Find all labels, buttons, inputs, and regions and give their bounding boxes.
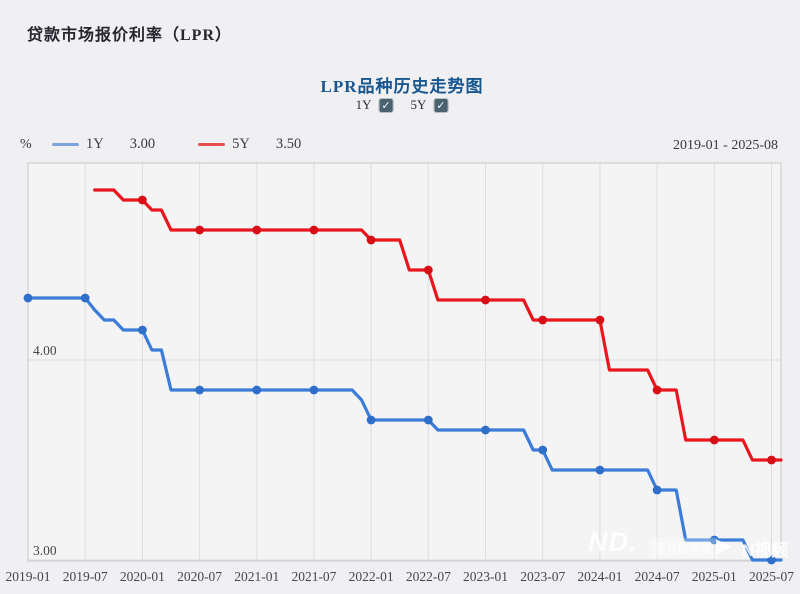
data-point-5y bbox=[709, 435, 719, 445]
data-point-5y bbox=[595, 315, 605, 325]
chart-title: LPR品种历史走势图 bbox=[320, 77, 484, 96]
checkbox-1y[interactable]: ✓ bbox=[378, 97, 394, 113]
series-line-5y bbox=[93, 188, 783, 462]
series-toggles: 1Y ✓ 5Y ✓ bbox=[356, 97, 449, 113]
check-icon: ✓ bbox=[381, 98, 391, 112]
data-point-5y bbox=[309, 225, 319, 235]
data-point-1y bbox=[709, 535, 719, 545]
data-point-1y bbox=[80, 293, 90, 303]
data-point-5y bbox=[481, 295, 490, 305]
data-point-1y bbox=[767, 555, 776, 565]
data-point-1y bbox=[595, 465, 605, 475]
data-point-1y bbox=[481, 425, 490, 435]
data-point-5y bbox=[252, 225, 262, 235]
data-point-5y bbox=[538, 315, 548, 325]
data-point-1y bbox=[309, 385, 319, 395]
legend-swatch-1y bbox=[52, 143, 79, 146]
checkbox-5y-label: 5Y bbox=[410, 97, 427, 112]
data-point-1y bbox=[366, 415, 376, 425]
data-point-5y bbox=[195, 225, 205, 235]
legend-value-5y: 3.50 bbox=[275, 136, 302, 152]
data-point-1y bbox=[195, 385, 205, 395]
data-point-5y bbox=[767, 455, 776, 465]
data-point-1y bbox=[652, 485, 662, 495]
legend: 1Y 3.00 5Y 3.50 bbox=[52, 136, 301, 153]
data-point-1y bbox=[423, 415, 433, 425]
page-title: 贷款市场报价利率（LPR） bbox=[27, 27, 233, 44]
data-point-5y bbox=[366, 235, 376, 245]
plot-area bbox=[28, 163, 781, 561]
date-range: 2019-01 - 2025-08 bbox=[673, 138, 778, 153]
plot-border bbox=[27, 162, 782, 562]
legend-value-1y: 3.00 bbox=[129, 136, 156, 152]
data-point-5y bbox=[423, 265, 433, 275]
data-point-1y bbox=[23, 293, 33, 303]
data-point-5y bbox=[138, 195, 147, 205]
check-icon: ✓ bbox=[436, 98, 446, 112]
data-point-1y bbox=[538, 445, 548, 455]
checkbox-5y[interactable]: ✓ bbox=[433, 97, 449, 113]
y-axis-unit-label: % bbox=[20, 137, 32, 152]
legend-swatch-5y bbox=[198, 143, 226, 146]
checkbox-1y-label: 1Y bbox=[355, 97, 372, 112]
data-point-1y bbox=[138, 325, 147, 335]
legend-label-1y: 1Y bbox=[86, 136, 104, 152]
legend-label-5y: 5Y bbox=[232, 136, 250, 152]
data-point-1y bbox=[252, 385, 262, 395]
data-point-5y bbox=[652, 385, 662, 395]
